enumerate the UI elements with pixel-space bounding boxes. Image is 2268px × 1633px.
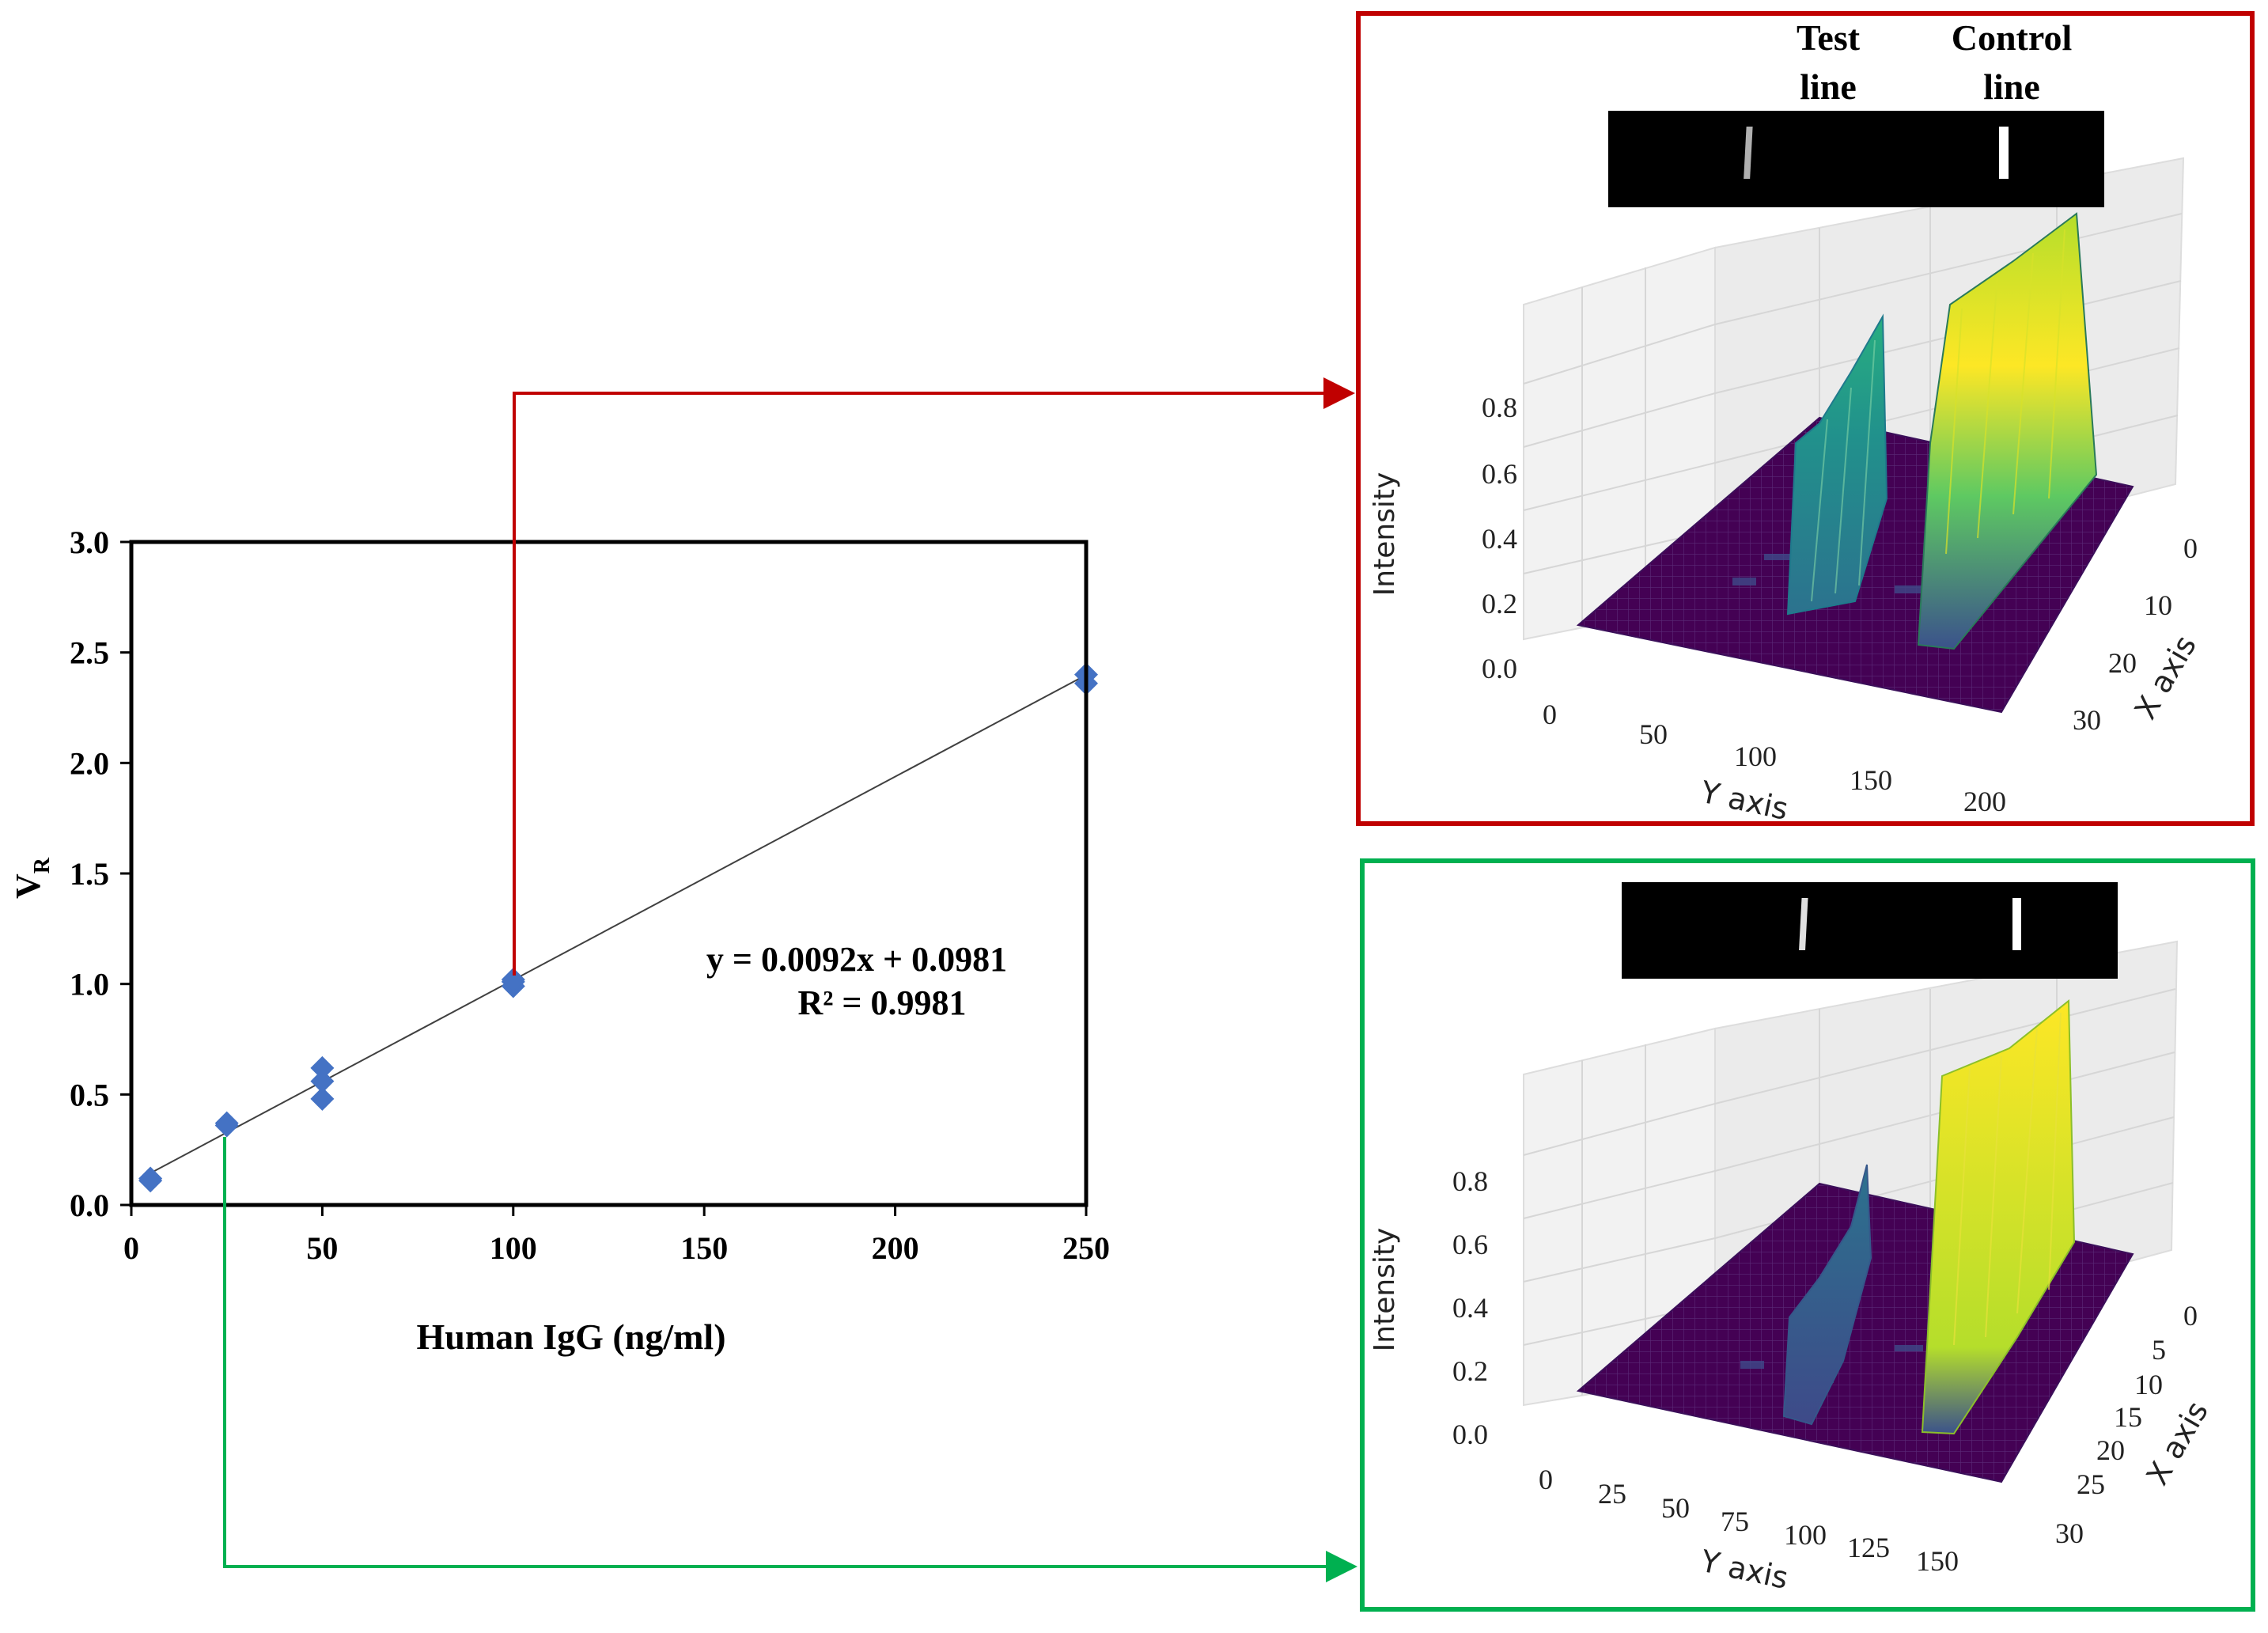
x-tick: 5	[2152, 1334, 2166, 1366]
y-tick: 150	[1916, 1545, 1959, 1577]
z-tick: 0.0	[1482, 653, 1517, 684]
control-peak-ridges	[1945, 229, 2065, 555]
x-tick: 15	[2114, 1401, 2142, 1433]
plot-frame	[129, 540, 1089, 1207]
y-tick: 125	[1847, 1532, 1890, 1563]
x-tick: 20	[2108, 647, 2137, 679]
x-tick-labels: 0 5 10 15 20 25 30	[2055, 1300, 2198, 1549]
z-tick-labels: 0.0 0.2 0.4 0.6 0.8	[1452, 1165, 1488, 1450]
data-point	[501, 968, 525, 992]
test-line-peak	[1782, 1164, 1872, 1426]
y-tick: 100	[1734, 741, 1777, 772]
control-peak-ridges	[1953, 1012, 2062, 1346]
strip-control-line	[2012, 898, 2021, 950]
z-tick: 0.8	[1452, 1165, 1488, 1197]
data-point	[214, 1111, 239, 1135]
x-axis-label: Human IgG (ng/ml)	[416, 1317, 725, 1357]
strip-control-line	[1999, 127, 2009, 179]
y-axis-label-sub: R	[30, 857, 55, 873]
trendline-equation: y = 0.0092x + 0.0981	[706, 940, 1007, 979]
y-tick-label: 1.5	[70, 856, 109, 892]
x-tick: 20	[2096, 1434, 2125, 1466]
strip-test-line	[1744, 127, 1753, 179]
x-tick: 10	[2144, 589, 2172, 621]
z-tick-labels: 0.0 0.2 0.4 0.6 0.8	[1482, 392, 1517, 684]
z-tick: 0.4	[1452, 1292, 1488, 1324]
data-point	[310, 1055, 335, 1080]
y-tick: 50	[1639, 718, 1668, 750]
control-line-label-1: Control	[1952, 17, 2073, 58]
test-line-label-1: Test	[1797, 17, 1861, 58]
strip-test-line	[1799, 898, 1808, 950]
r-squared: R² = 0.9981	[797, 983, 966, 1022]
scatter-tick-labels: 0.0 0.5 1.0 1.5 2.0 2.5 3.0 0 50 100 150 200 250	[70, 525, 1110, 1266]
scatter-points	[138, 662, 1098, 1193]
z-tick: 0.8	[1482, 392, 1517, 423]
y-tick-label: 2.0	[70, 745, 109, 781]
red-connector	[513, 377, 1355, 976]
x-tick-label: 250	[1062, 1230, 1110, 1266]
y-tick: 200	[1963, 786, 2006, 817]
z-axis-label: Intensity	[1369, 472, 1401, 597]
z-tick: 0.2	[1482, 588, 1517, 619]
z-tick: 0.6	[1452, 1229, 1488, 1260]
x-tick-label: 200	[872, 1230, 919, 1266]
green-connector	[223, 1137, 1357, 1582]
control-line-peak	[1921, 998, 2076, 1435]
z-tick: 0.6	[1482, 458, 1517, 490]
z-tick: 0.4	[1482, 523, 1517, 555]
y-tick-labels: 0 50 100 150 200	[1543, 699, 2006, 817]
y-tick-label: 0.0	[70, 1188, 109, 1223]
x-tick-labels: 0 10 20 30	[2073, 532, 2198, 736]
y-tick-label: 3.0	[70, 525, 109, 560]
x-tick-label: 0	[123, 1230, 139, 1266]
y-tick: 0	[1539, 1464, 1553, 1495]
y-tick-label: 0.5	[70, 1077, 109, 1112]
y-tick-label: 2.5	[70, 635, 109, 671]
y-tick: 50	[1661, 1492, 1690, 1524]
y-axis-label: VR	[9, 857, 55, 899]
x-tick: 30	[2055, 1517, 2084, 1549]
z-axis-label: Intensity	[1369, 1228, 1401, 1352]
data-point	[138, 1166, 163, 1191]
x-tick-label: 150	[680, 1230, 728, 1266]
y-tick: 75	[1721, 1506, 1749, 1537]
surface-panel-high: 0.0 0.2 0.4 0.6 0.8 Intensity 0 50 100 1…	[1356, 11, 2255, 827]
y-tick: 100	[1784, 1519, 1827, 1551]
control-line-peak	[1917, 212, 2098, 650]
y-tick-label: 1.0	[70, 967, 109, 1002]
y-tick: 25	[1598, 1478, 1626, 1510]
strip-image	[1622, 882, 2118, 979]
x-tick-label: 50	[306, 1230, 338, 1266]
x-tick: 25	[2077, 1468, 2105, 1500]
trendline	[150, 674, 1087, 1174]
control-line-label-2: line	[1983, 66, 2040, 107]
x-tick: 0	[2183, 532, 2198, 564]
surface-panel-low: 0.0 0.2 0.4 0.6 0.8 Intensity 0 25 50 75…	[1360, 858, 2255, 1612]
data-point	[310, 1086, 335, 1111]
z-tick: 0.0	[1452, 1419, 1488, 1450]
y-tick: 150	[1850, 764, 1892, 796]
x-tick: 0	[2183, 1300, 2198, 1332]
test-peak-ridges	[1811, 339, 1876, 602]
x-tick: 30	[2073, 704, 2101, 736]
z-tick: 0.2	[1452, 1355, 1488, 1387]
y-tick-labels: 0 25 50 75 100 125 150	[1539, 1464, 1959, 1577]
x-tick-label: 100	[490, 1230, 537, 1266]
test-line-label-2: line	[1800, 66, 1857, 107]
scatter-chart: 0.0 0.5 1.0 1.5 2.0 2.5 3.0 0 50 100 150 200 250 y =…	[9, 525, 1110, 1357]
y-axis-label-main: V	[9, 873, 47, 899]
x-tick: 10	[2134, 1369, 2163, 1400]
y-tick: 0	[1543, 699, 1557, 730]
scatter-axes	[120, 540, 1088, 1216]
svg-text:VR: VR	[9, 857, 55, 899]
strip-image	[1608, 111, 2104, 207]
data-point	[310, 1069, 335, 1093]
